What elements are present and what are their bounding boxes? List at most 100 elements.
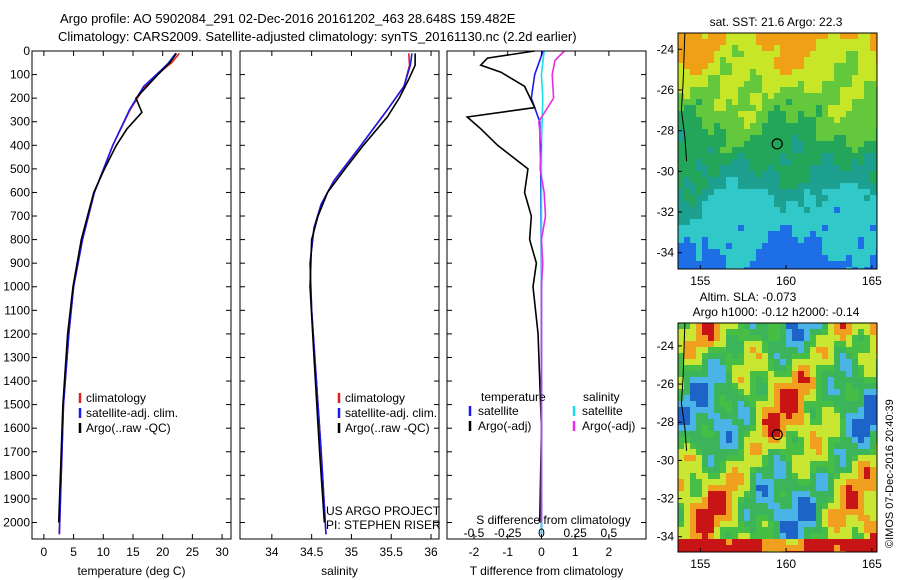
sst-map-cell (702, 189, 708, 195)
legend-entry: climatology (345, 391, 405, 405)
sla-map-cell (768, 491, 774, 497)
sla-map-cell (768, 353, 774, 359)
sst-map-cell (726, 267, 732, 269)
sst-map-cell (678, 165, 684, 171)
sst-map-cell (708, 255, 714, 261)
sst-map-cell (834, 51, 840, 57)
sst-map-cell (708, 33, 714, 39)
sst-map-cell (750, 267, 756, 269)
sst-map-cell (780, 207, 786, 213)
sst-map-cell (834, 255, 840, 261)
sla-map-cell (720, 461, 726, 467)
sla-map-cell (720, 521, 726, 527)
sla-map-cell (792, 413, 798, 419)
sst-map-cell (690, 177, 696, 183)
sst-map-cell (852, 69, 858, 75)
sla-map-cell (744, 533, 750, 539)
sst-map-cell (690, 135, 696, 141)
sla-map-cell (864, 449, 870, 455)
sst-map-cell (762, 93, 768, 99)
sla-map-cell (684, 509, 690, 515)
sla-map-cell (786, 461, 792, 467)
sst-map-cell (726, 45, 732, 51)
sst-map-cell (822, 159, 828, 165)
sla-map-cell (684, 383, 690, 389)
sla-map-cell (816, 395, 822, 401)
sla-map-cell (708, 455, 714, 461)
sst-map-cell (774, 207, 780, 213)
sst-map-cell (738, 111, 744, 117)
sla-map-subtitle: Argo h1000: -0.12 h2000: -0.14 (693, 305, 860, 319)
sla-map-cell (816, 497, 822, 503)
sst-map-cell (798, 225, 804, 231)
sst-map-cell (762, 159, 768, 165)
sla-map-cell (744, 527, 750, 533)
sst-map-cell (864, 195, 870, 201)
sst-xtick-label: 160 (776, 274, 796, 288)
sst-map-cell (720, 63, 726, 69)
sla-map-cell (762, 335, 768, 341)
sst-map-cell (798, 201, 804, 207)
sla-map-cell (828, 497, 834, 503)
sst-map-cell (810, 171, 816, 177)
sla-map-cell (708, 359, 714, 365)
sst-map-cell (870, 153, 876, 159)
sst-map-cell (744, 81, 750, 87)
sst-map-cell (840, 87, 846, 93)
sla-map-cell (678, 479, 684, 485)
sla-map-cell (708, 347, 714, 353)
sst-map-cell (816, 243, 822, 249)
sla-map-cell (852, 491, 858, 497)
sst-map-cell (792, 255, 798, 261)
sla-map-cell (870, 491, 876, 497)
sst-map-cell (744, 231, 750, 237)
sst-map-cell (690, 267, 696, 269)
sla-map-cell (714, 335, 720, 341)
sst-map-cell (774, 111, 780, 117)
depth-tick-label: 700 (10, 209, 30, 223)
sla-map-cell (816, 503, 822, 509)
sst-map-cell (732, 63, 738, 69)
sst-map-cell (858, 213, 864, 219)
sst-map-cell (786, 135, 792, 141)
sst-map-cell (810, 213, 816, 219)
sst-map-cell (708, 57, 714, 63)
sla-map-cell (762, 395, 768, 401)
sla-map-cell (696, 497, 702, 503)
sla-map-cell (858, 419, 864, 425)
sst-map-cell (714, 81, 720, 87)
sla-map-cell (822, 497, 828, 503)
sst-map-cell (678, 33, 684, 39)
sst-map-cell (696, 99, 702, 105)
sla-map-cell (834, 443, 840, 449)
sla-map-cell (852, 539, 858, 545)
sst-map-cell (762, 135, 768, 141)
sla-map-cell (696, 419, 702, 425)
sst-map-cell (756, 87, 762, 93)
sla-map-cell (852, 431, 858, 437)
sla-map-cell (756, 413, 762, 419)
sst-map-cell (804, 63, 810, 69)
sst-map-cell (726, 123, 732, 129)
sst-map-cell (822, 51, 828, 57)
sla-map-cell (738, 329, 744, 335)
sst-map-cell (690, 159, 696, 165)
sst-map-cell (756, 267, 762, 269)
sst-map-cell (846, 267, 852, 269)
sst-map-cell (714, 171, 720, 177)
sla-map-cell (702, 347, 708, 353)
sst-map-cell (726, 75, 732, 81)
sst-map-cell (792, 261, 798, 267)
sst-map-cell (732, 93, 738, 99)
sst-map-cell (762, 219, 768, 225)
sst-map-cell (678, 147, 684, 153)
sst-map-cell (822, 129, 828, 135)
sla-map-cell (744, 479, 750, 485)
sla-map-cell (786, 401, 792, 407)
sla-map-cell (828, 383, 834, 389)
sla-map-cell (852, 419, 858, 425)
sst-map-cell (864, 225, 870, 231)
sla-map-cell (684, 371, 690, 377)
sla-map-cell (858, 539, 864, 545)
sst-map-cell (696, 255, 702, 261)
